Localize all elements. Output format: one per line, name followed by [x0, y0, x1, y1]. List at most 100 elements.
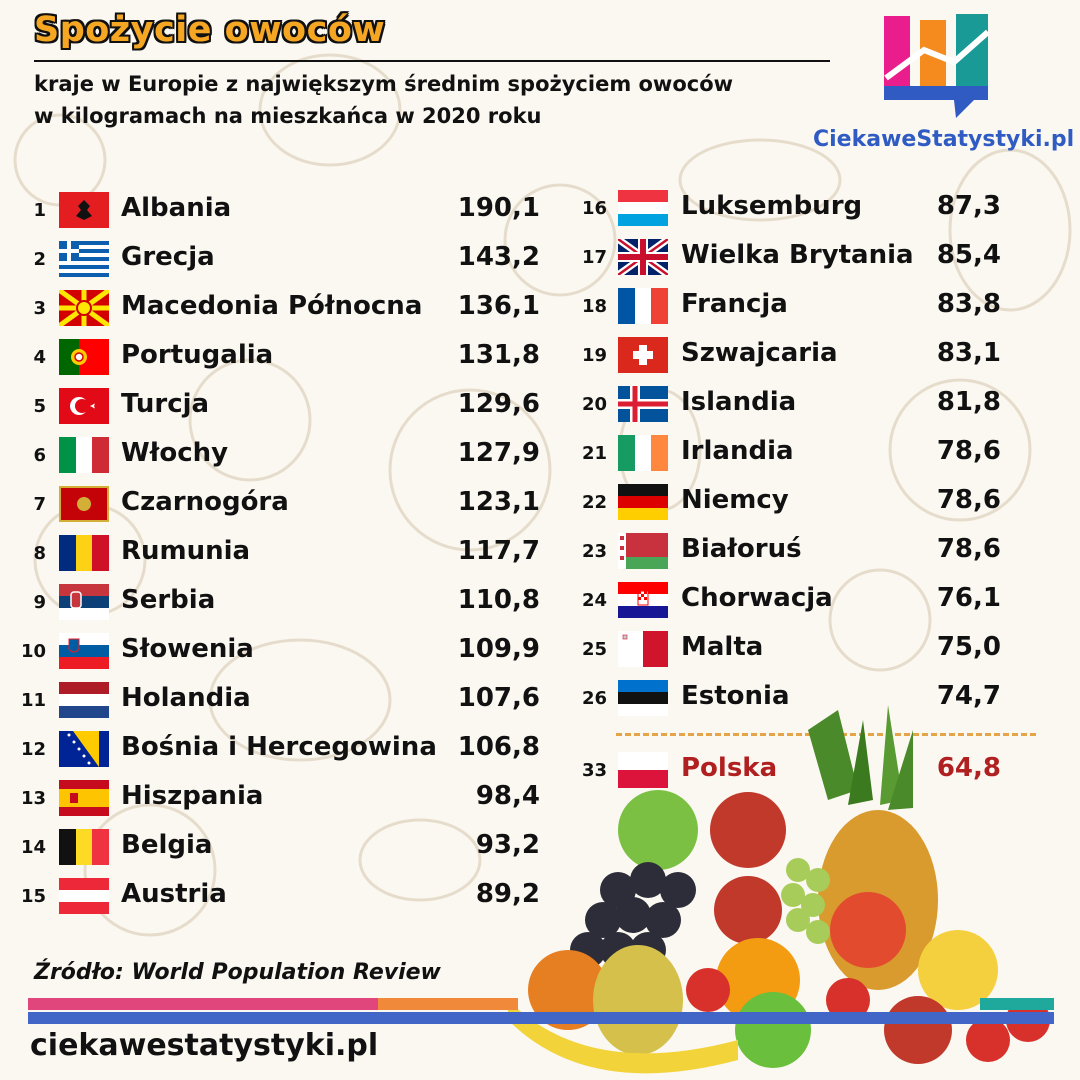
value-label: 106,8 [457, 732, 540, 762]
rank-number: 15 [20, 886, 46, 907]
rank-number: 19 [581, 345, 607, 366]
flag-switzerland-icon [618, 337, 668, 373]
value-label: 131,8 [457, 340, 540, 370]
brand-name: CiekaweStatystyki.pl [813, 127, 1075, 152]
title-divider [34, 60, 830, 62]
country-name: Serbia [121, 585, 216, 615]
value-label: 89,2 [475, 879, 540, 909]
value-label: 110,8 [457, 585, 540, 615]
rank-number: 16 [581, 198, 607, 219]
rank-number: 17 [581, 247, 607, 268]
flag-germany-icon [618, 484, 668, 520]
value-label: 75,0 [936, 632, 1001, 662]
country-name: Grecja [121, 242, 215, 272]
country-name: Włochy [121, 438, 229, 468]
footer-bar-orange [378, 998, 518, 1010]
rank-number: 22 [581, 492, 607, 513]
value-label: 136,1 [457, 291, 540, 321]
country-name: Białoruś [681, 534, 802, 564]
rank-number: 23 [581, 541, 607, 562]
value-label: 123,1 [457, 487, 540, 517]
value-label: 83,1 [936, 338, 1001, 368]
rank-number: 21 [581, 443, 607, 464]
flag-austria-icon [59, 878, 109, 914]
flag-albania-icon [59, 192, 109, 228]
footer-bar-teal [980, 998, 1054, 1010]
flag-turkey-icon [59, 388, 109, 424]
country-name: Wielka Brytania [681, 240, 914, 270]
flag-malta-icon [618, 631, 668, 667]
rank-number: 9 [33, 592, 46, 613]
value-label: 87,3 [936, 191, 1001, 221]
country-name: Turcja [121, 389, 210, 419]
value-label: 109,9 [457, 634, 540, 664]
country-name: Malta [681, 632, 764, 662]
rank-number: 7 [33, 494, 46, 515]
flag-france-icon [618, 288, 668, 324]
source-note: Źródło: World Population Review [34, 960, 441, 985]
fruit-basket-illustration [508, 705, 1050, 1074]
value-label: 85,4 [936, 240, 1001, 270]
country-name: Polska [681, 753, 778, 783]
value-label: 81,8 [936, 387, 1001, 417]
value-label: 78,6 [936, 485, 1001, 515]
country-name: Irlandia [681, 436, 794, 466]
rank-number: 12 [20, 739, 46, 760]
flag-uk-icon [615, 236, 671, 278]
flag-netherlands-icon [59, 682, 109, 718]
rank-number: 20 [581, 394, 607, 415]
country-name: Macedonia Północna [121, 291, 423, 321]
value-label: 64,8 [936, 753, 1001, 783]
rank-number: 14 [20, 837, 46, 858]
flag-belgium-icon [59, 829, 109, 865]
country-name: Holandia [121, 683, 251, 713]
rank-number: 18 [581, 296, 607, 317]
rank-number: 8 [33, 543, 46, 564]
footer-bar-blue [28, 1012, 1054, 1024]
flag-greece-icon [59, 241, 109, 277]
flag-croatia-icon [618, 582, 668, 618]
rank-number: 13 [20, 788, 46, 809]
country-name: Portugalia [121, 340, 274, 370]
rank-number: 2 [33, 249, 46, 270]
rank-number: 26 [581, 688, 607, 709]
flag-estonia-icon [618, 680, 668, 716]
flag-iceland-icon [618, 386, 668, 422]
value-label: 76,1 [936, 583, 1001, 613]
flag-italy-icon [59, 437, 109, 473]
value-label: 93,2 [475, 830, 540, 860]
flag-spain-icon [59, 780, 109, 816]
value-label: 78,6 [936, 534, 1001, 564]
flag-ireland-icon [618, 435, 668, 471]
rank-number: 5 [33, 396, 46, 417]
country-name: Bośnia i Hercegowina [121, 732, 437, 762]
value-label: 190,1 [457, 193, 540, 223]
flag-slovenia-icon [59, 633, 109, 669]
flag-serbia-icon [59, 584, 109, 620]
rank-number: 1 [33, 200, 46, 221]
rank-number: 3 [33, 298, 46, 319]
country-name: Luksemburg [681, 191, 863, 221]
country-name: Szwajcaria [681, 338, 838, 368]
flag-portugal-icon [59, 339, 109, 375]
footer-website-link[interactable]: ciekawestatystyki.pl [30, 1028, 379, 1063]
value-label: 129,6 [457, 389, 540, 419]
country-name: Estonia [681, 681, 790, 711]
value-label: 98,4 [475, 781, 540, 811]
country-name: Chorwacja [681, 583, 833, 613]
value-label: 107,6 [457, 683, 540, 713]
country-name: Rumunia [121, 536, 251, 566]
country-name: Francja [681, 289, 788, 319]
value-label: 83,8 [936, 289, 1001, 319]
value-label: 117,7 [457, 536, 540, 566]
chart-title: Spożycie owoców [34, 10, 386, 50]
rank-number: 4 [33, 347, 46, 368]
value-label: 143,2 [457, 242, 540, 272]
value-label: 78,6 [936, 436, 1001, 466]
flag-romania-icon [59, 535, 109, 571]
chart-subtitle: kraje w Europie z największym średnim sp… [34, 68, 854, 132]
rank-number: 33 [581, 760, 607, 781]
country-name: Słowenia [121, 634, 254, 664]
rank-number: 6 [33, 445, 46, 466]
country-name: Hiszpania [121, 781, 264, 811]
